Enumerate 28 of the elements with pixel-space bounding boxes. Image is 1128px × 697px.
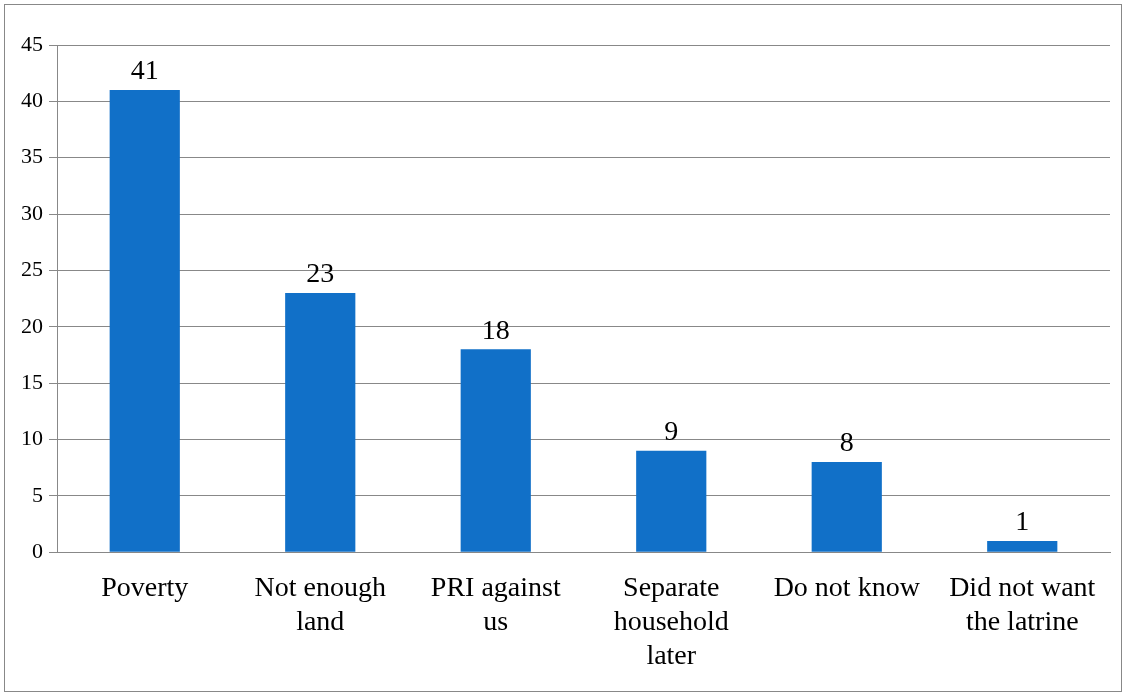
y-tick-label: 20: [21, 312, 43, 338]
data-label: 41: [130, 54, 159, 86]
y-tick-label: 0: [32, 537, 43, 563]
y-tick-label: 15: [21, 368, 43, 394]
x-tick-label: Did not want the latrine: [949, 571, 1096, 636]
data-label: 1: [1015, 505, 1030, 537]
bar: [636, 450, 707, 552]
x-tick-label: Separate household later: [613, 571, 729, 670]
y-tick-label: 25: [21, 256, 43, 282]
data-label: 9: [664, 415, 679, 447]
x-tick-label: Not enough land: [254, 571, 386, 636]
data-label: 18: [481, 313, 510, 345]
x-tick-label: PRI against us: [430, 571, 561, 636]
x-tick-label: Do not know: [773, 571, 921, 603]
y-tick-label: 45: [21, 30, 43, 56]
bar: [109, 90, 180, 552]
bar: [811, 462, 882, 552]
y-tick-label: 40: [21, 87, 43, 113]
x-tick-label: Poverty: [101, 571, 189, 603]
y-tick-label: 5: [32, 481, 43, 507]
data-label: 8: [839, 426, 854, 458]
bar: [285, 292, 356, 552]
data-label: 23: [306, 257, 335, 289]
y-tick-label: 35: [21, 143, 43, 169]
y-tick-label: 30: [21, 199, 43, 225]
bar: [460, 349, 531, 552]
y-tick-label: 10: [21, 425, 43, 451]
bar: [987, 540, 1058, 552]
